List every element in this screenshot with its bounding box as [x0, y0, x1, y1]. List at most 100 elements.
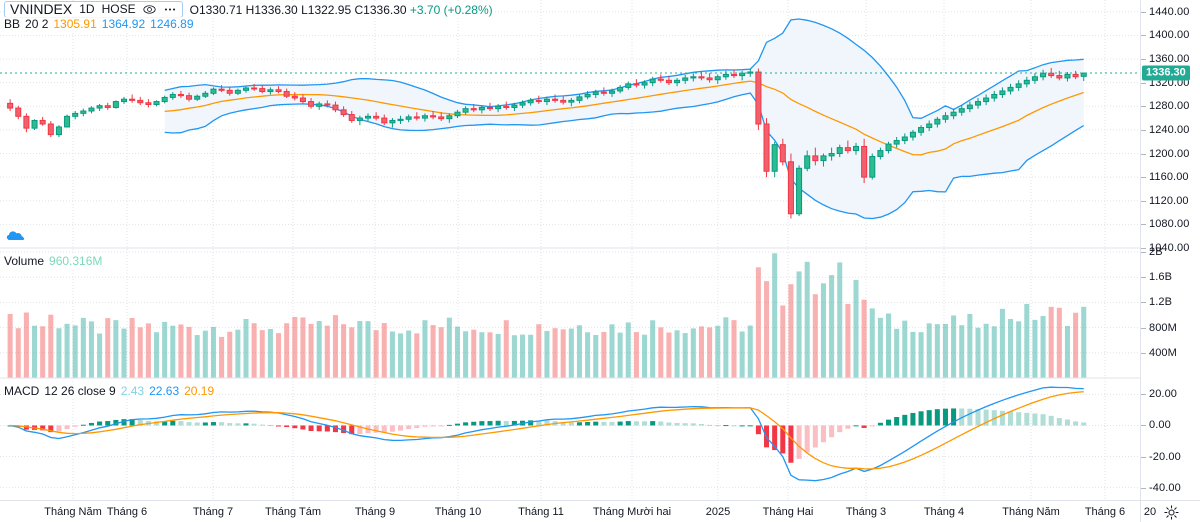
macd-histogram-bar [674, 422, 680, 426]
candle [1048, 72, 1055, 77]
candle [80, 110, 87, 114]
volume-bar [625, 322, 631, 378]
volume-bar [747, 325, 753, 378]
volume-bar [503, 320, 509, 378]
volume-bar [259, 330, 265, 378]
candle [722, 73, 729, 78]
macd-histogram-bar [511, 420, 517, 426]
volume-bar [284, 323, 290, 378]
volume-bar [698, 326, 704, 378]
symbol-exchange[interactable]: HOSE [101, 2, 136, 16]
bb-basis-value: 1305.91 [53, 17, 97, 31]
candle [739, 72, 746, 77]
volume-bar [967, 313, 973, 378]
volume-bar [528, 334, 534, 378]
macd-histogram-bar [658, 421, 664, 426]
volume-bar [674, 330, 680, 378]
macd-histogram-bar [170, 420, 176, 426]
symbol-name[interactable]: VNINDEX [10, 1, 73, 17]
candle [454, 111, 461, 117]
candle [869, 155, 876, 178]
eye-icon[interactable] [143, 3, 156, 16]
macd-histogram-bar [251, 423, 257, 426]
macd-histogram-bar [292, 425, 298, 429]
volume-bar [162, 321, 168, 378]
chart-canvas[interactable] [0, 0, 1140, 500]
candle [120, 98, 128, 103]
macd-indicator-name[interactable]: MACD [4, 384, 40, 398]
macd-histogram-bar [113, 419, 119, 426]
symbol-box[interactable]: VNINDEX 1D HOSE [4, 1, 183, 18]
volume-bar [308, 323, 314, 378]
macd-histogram-bar [341, 425, 347, 434]
volume-bar [869, 308, 875, 378]
volume-bar [1016, 321, 1022, 378]
volume-bar [357, 321, 363, 378]
macd-histogram-bar [576, 422, 582, 426]
macd-histogram-bar [739, 425, 745, 427]
volume-bar [886, 313, 892, 378]
macd-scale-tick [1141, 394, 1146, 396]
candle [299, 97, 306, 103]
candle [974, 101, 982, 106]
volume-bar [438, 327, 444, 378]
candle [31, 119, 38, 129]
macd-histogram-bar [105, 421, 111, 426]
legend-macd[interactable]: MACD 12 26 close 9 2.43 22.63 20.19 [4, 384, 215, 398]
macd-histogram-bar [357, 425, 363, 435]
candle [730, 73, 738, 77]
macd-histogram-bar [284, 425, 290, 428]
macd-histogram-bar [178, 421, 184, 426]
candle [405, 116, 412, 120]
more-horizontal-icon[interactable] [163, 3, 177, 16]
time-scale-label: Tháng 6 [106, 506, 148, 518]
macd-histogram-bar [422, 425, 428, 427]
macd-histogram-bar [625, 421, 631, 426]
time-scale[interactable]: Tháng Năm Tháng 6 Tháng 7 Tháng Tám Tháng 9 T… [0, 500, 1200, 522]
legend-bollinger-bands[interactable]: BB 20 2 1305.91 1364.92 1246.89 [4, 17, 194, 31]
macd-histogram-bar [536, 420, 542, 426]
volume-bar [942, 323, 948, 378]
price-scale-label: 1240.00 [1149, 123, 1190, 136]
chart-plot-area[interactable] [0, 0, 1140, 500]
macd-scale-tick [1141, 425, 1146, 427]
tradingview-cloud-icon[interactable] [6, 225, 26, 245]
gear-icon[interactable] [1163, 504, 1180, 521]
candle [202, 92, 209, 97]
symbol-interval[interactable]: 1D [79, 2, 95, 16]
volume-bar [56, 328, 62, 378]
ohlc-low: 1322.95 [307, 2, 352, 17]
macd-histogram-bar [438, 425, 444, 427]
macd-scale-label: -20.00 [1149, 450, 1181, 463]
volume-bar [1073, 312, 1079, 378]
macd-histogram-bar [845, 425, 851, 429]
volume-indicator-name[interactable]: Volume [4, 254, 45, 268]
volume-bar [658, 327, 664, 378]
candle [137, 99, 144, 104]
macd-histogram-bar [804, 425, 810, 453]
volume-value: 960.316M [49, 254, 103, 268]
volume-scale-tick [1141, 252, 1146, 253]
last-price-badge: 1336.30 [1142, 65, 1190, 81]
price-scale[interactable]: 1440.00 1400.00 1360.00 1320.00 1280.00 1240.… [1140, 0, 1200, 500]
volume-bar [349, 327, 355, 378]
legend-volume[interactable]: Volume 960.316M [4, 254, 103, 268]
candle [1031, 76, 1038, 81]
volume-bar [682, 333, 688, 378]
volume-bar [837, 262, 843, 378]
macd-histogram-bar [40, 425, 46, 431]
candle [389, 119, 396, 124]
macd-histogram-bar [560, 421, 566, 426]
candle [218, 88, 225, 91]
candle [478, 106, 485, 111]
candle [535, 99, 542, 103]
candle [787, 161, 794, 215]
volume-bar [202, 330, 208, 378]
macd-histogram-bar [446, 424, 452, 426]
candle [161, 96, 168, 103]
bb-indicator-name[interactable]: BB [4, 17, 21, 31]
volume-bar [739, 331, 745, 378]
macd-histogram-bar [528, 420, 534, 426]
price-scale-label: 1040.00 [1149, 242, 1190, 254]
candle [340, 109, 347, 116]
